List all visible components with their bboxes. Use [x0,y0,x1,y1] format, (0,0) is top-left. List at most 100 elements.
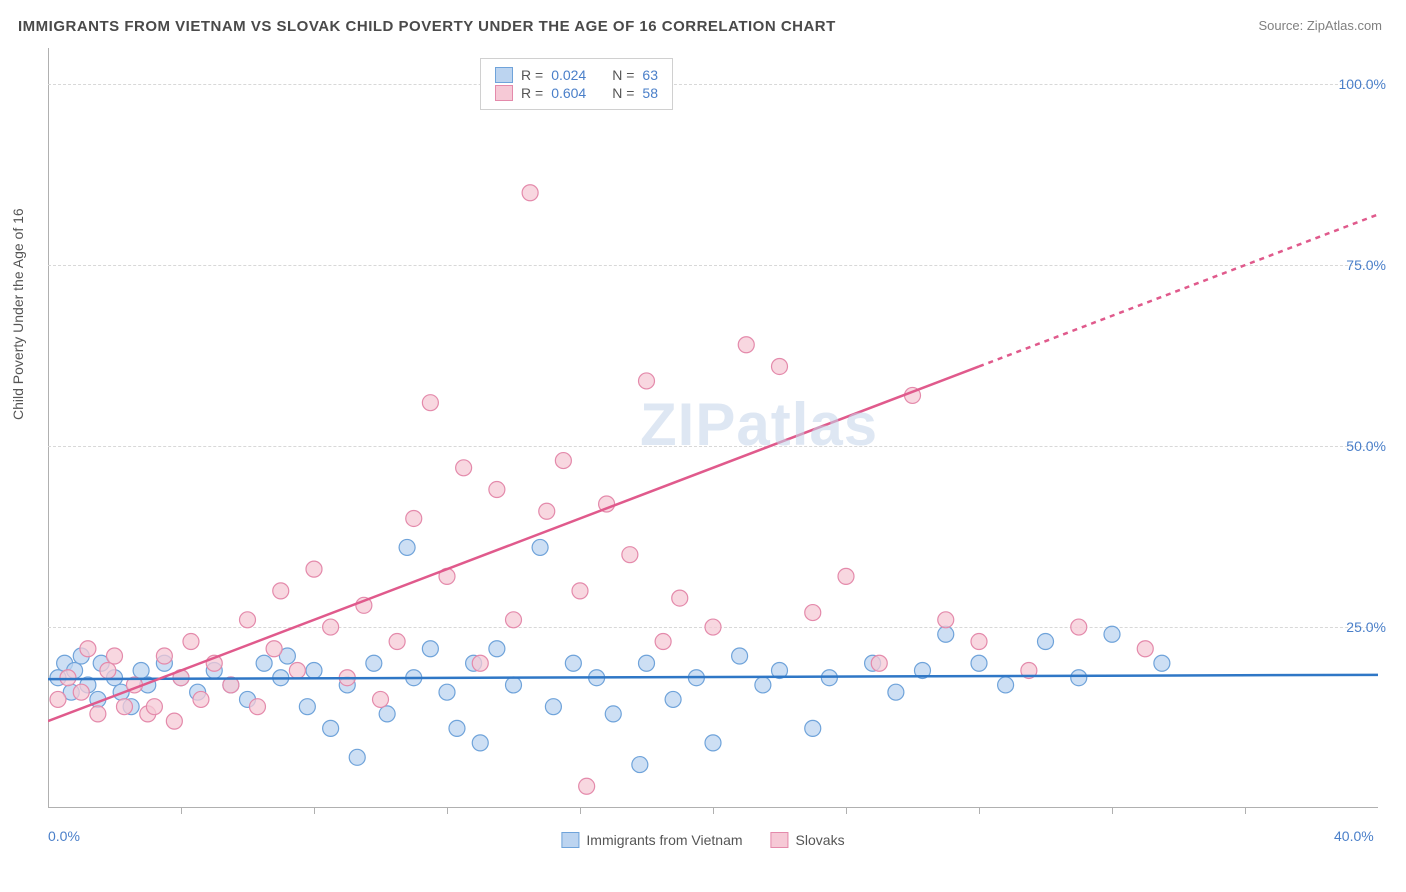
data-point [323,720,339,736]
data-point [579,778,595,794]
data-point [266,641,282,657]
data-point [406,510,422,526]
legend-n-label: N = [612,85,634,101]
data-point [665,691,681,707]
chart-title: IMMIGRANTS FROM VIETNAM VS SLOVAK CHILD … [18,18,836,35]
data-point [323,619,339,635]
data-point [90,706,106,722]
legend-n-value: 58 [642,85,658,101]
legend-item-label: Immigrants from Vietnam [586,832,742,848]
data-point [622,547,638,563]
data-point [1137,641,1153,657]
legend-swatch-icon [495,67,513,83]
data-point [772,358,788,374]
data-point [1104,626,1120,642]
data-point [888,684,904,700]
data-point [439,684,455,700]
legend-r-label: R = [521,67,543,83]
data-point [422,395,438,411]
legend-item-label: Slovaks [796,832,845,848]
data-point [146,699,162,715]
legend-r-label: R = [521,85,543,101]
data-point [193,691,209,707]
data-point [639,373,655,389]
data-point [373,691,389,707]
data-point [871,655,887,671]
data-point [971,634,987,650]
scatter-plot [48,48,1378,808]
data-point [116,699,132,715]
data-point [289,662,305,678]
data-point [156,648,172,664]
data-point [306,561,322,577]
data-point [732,648,748,664]
data-point [805,605,821,621]
legend-n-label: N = [612,67,634,83]
data-point [755,677,771,693]
data-point [1038,634,1054,650]
legend-swatch-icon [495,85,513,101]
trend-line [48,675,1378,679]
data-point [472,655,488,671]
source-label: Source: ZipAtlas.com [1258,18,1382,33]
data-point [489,641,505,657]
legend-row: R = 0.604 N = 58 [495,85,658,101]
data-point [545,699,561,715]
data-point [166,713,182,729]
data-point [389,634,405,650]
data-point [672,590,688,606]
data-point [1071,619,1087,635]
data-point [971,655,987,671]
data-point [838,568,854,584]
data-point [655,634,671,650]
data-point [565,655,581,671]
data-point [938,626,954,642]
data-point [605,706,621,722]
legend-swatch-icon [561,832,579,848]
data-point [738,337,754,353]
trend-line [48,366,979,721]
data-point [73,684,89,700]
data-point [572,583,588,599]
data-point [449,720,465,736]
legend-item: Immigrants from Vietnam [561,832,742,848]
data-point [938,612,954,628]
legend-r-value: 0.024 [551,67,586,83]
data-point [998,677,1014,693]
data-point [506,677,522,693]
data-point [705,735,721,751]
data-point [50,691,66,707]
data-point [539,503,555,519]
data-point [639,655,655,671]
data-point [379,706,395,722]
data-point [183,634,199,650]
data-point [100,662,116,678]
data-point [805,720,821,736]
data-point [472,735,488,751]
data-point [107,648,123,664]
data-point [506,612,522,628]
data-point [240,612,256,628]
data-point [349,749,365,765]
data-point [399,539,415,555]
data-point [249,699,265,715]
x-tick-label: 0.0% [48,828,80,844]
legend-item: Slovaks [771,832,845,848]
data-point [299,699,315,715]
data-point [632,757,648,773]
legend-correlation: R = 0.024 N = 63 R = 0.604 N = 58 [480,58,673,110]
data-point [256,655,272,671]
data-point [422,641,438,657]
data-point [456,460,472,476]
data-point [80,641,96,657]
data-point [306,662,322,678]
legend-row: R = 0.024 N = 63 [495,67,658,83]
data-point [60,670,76,686]
data-point [1071,670,1087,686]
trend-line-dashed [979,214,1378,366]
data-point [1154,655,1170,671]
data-point [532,539,548,555]
data-point [133,662,149,678]
data-point [705,619,721,635]
data-point [489,482,505,498]
